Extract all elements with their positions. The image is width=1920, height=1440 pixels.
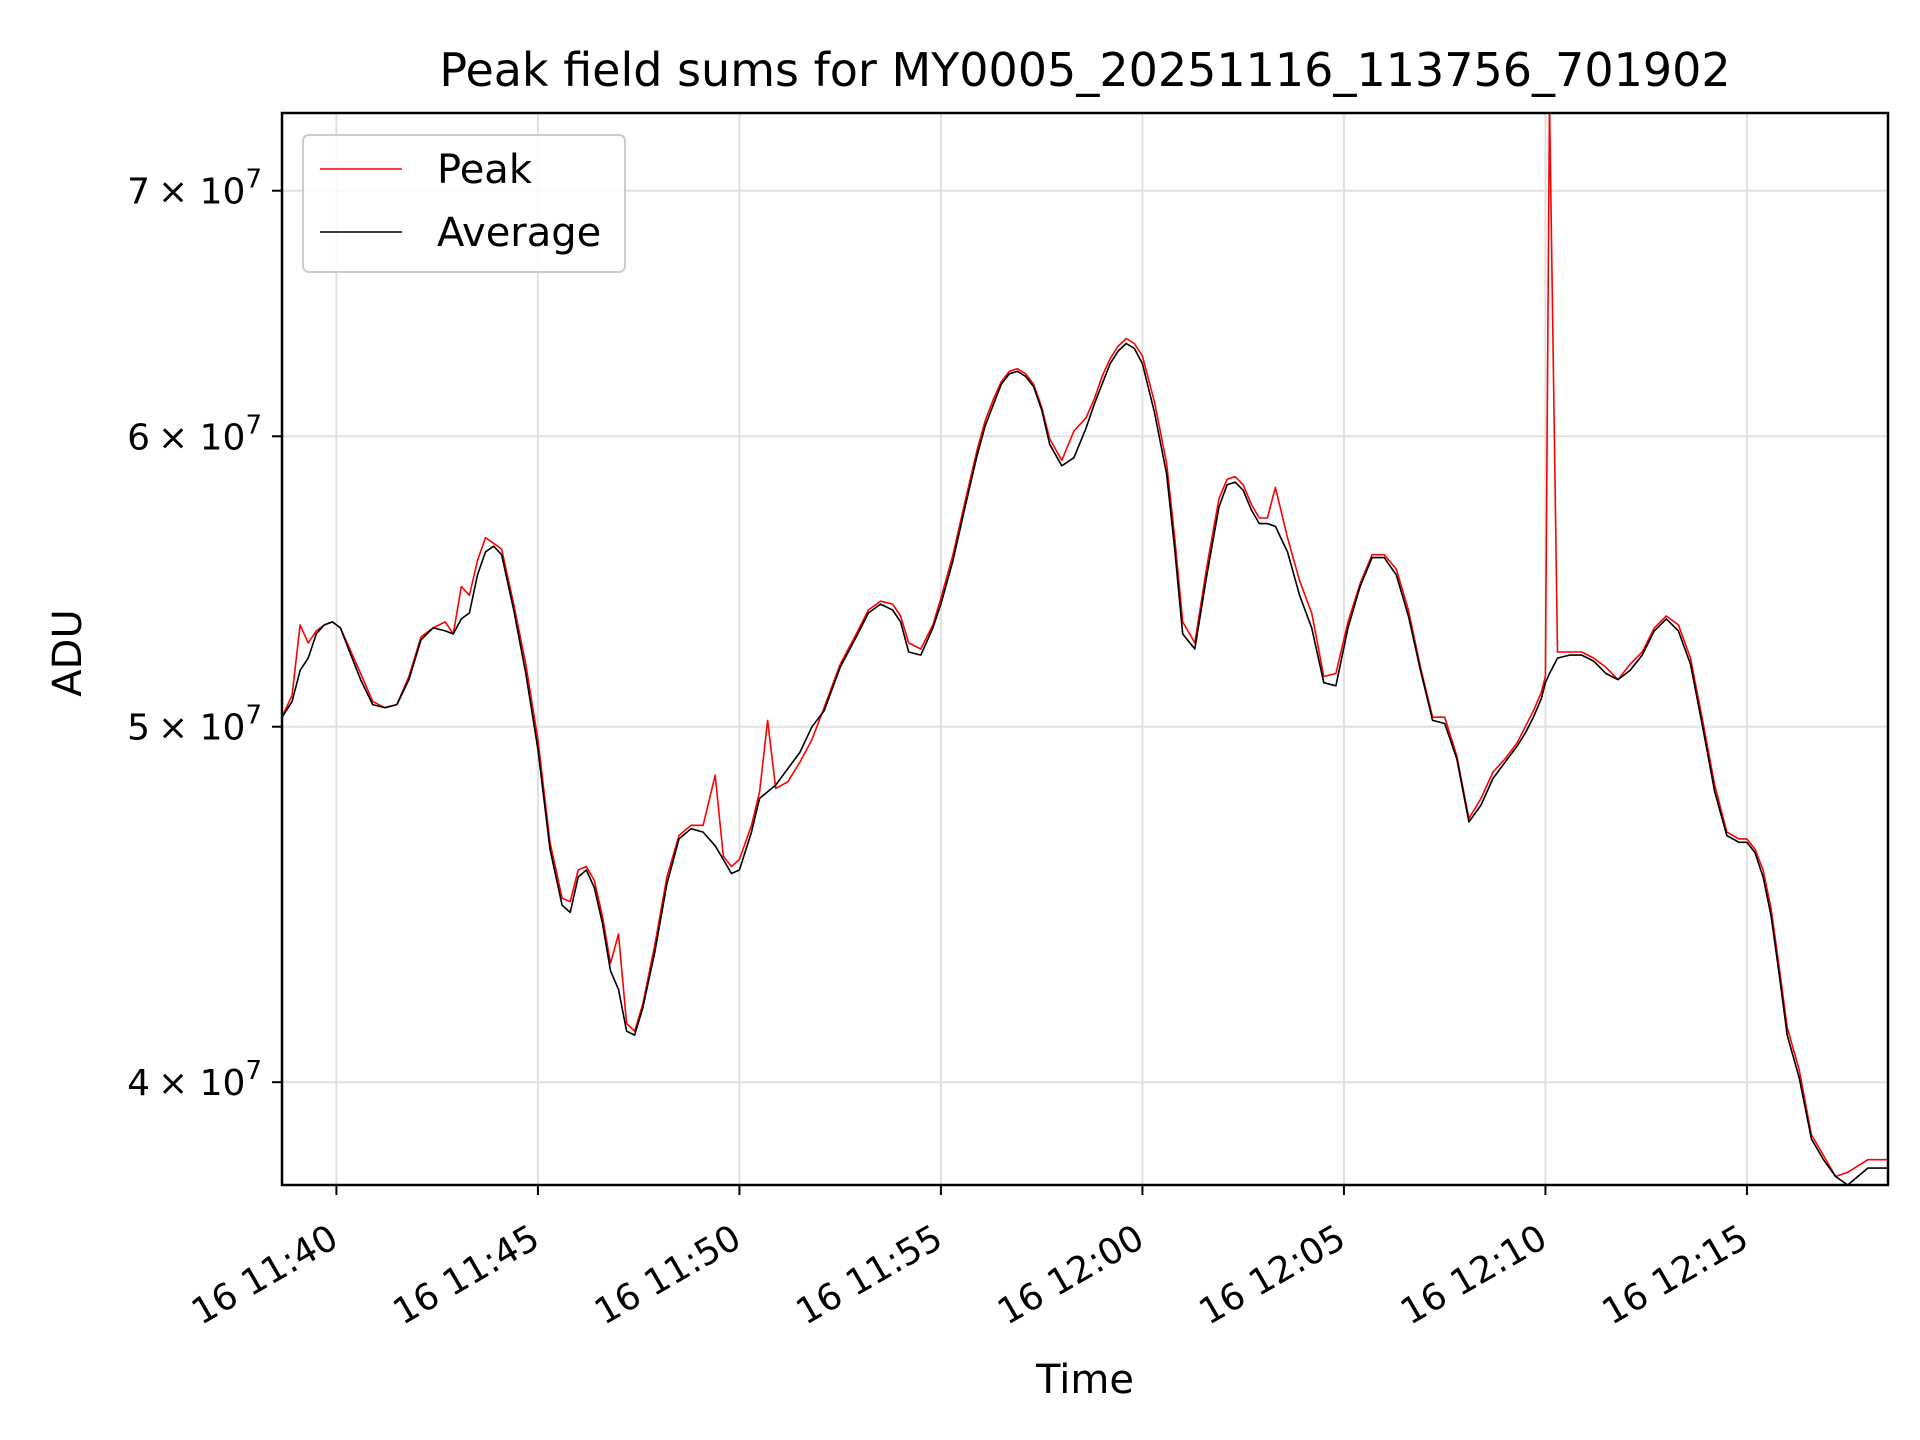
series-line-peak	[282, 113, 1888, 1178]
y-tick-base: × 10	[158, 1063, 245, 1104]
y-tick-label: 7 × 107	[127, 165, 262, 213]
y-tick-base: × 10	[158, 417, 245, 458]
y-tick-base: × 10	[158, 708, 245, 749]
y-tick-label: 6 × 107	[127, 410, 262, 458]
y-tick-base: × 10	[158, 172, 245, 213]
legend-average-label: Average	[437, 210, 601, 256]
series-layer	[282, 113, 1888, 1185]
x-axis-label: Time	[1035, 1357, 1134, 1403]
legend-peak-label: Peak	[437, 147, 533, 193]
series-line-average	[282, 342, 1888, 1185]
y-axis-label: ADU	[45, 609, 91, 696]
y-tick-exponent: 7	[245, 410, 262, 440]
y-tick-exponent: 7	[245, 1056, 262, 1086]
y-tick-label: 5 × 107	[127, 701, 262, 749]
y-tick-mantissa: 6	[127, 417, 150, 458]
y-tick-exponent: 7	[245, 701, 262, 731]
legend: Peak Average	[302, 134, 626, 273]
y-tick-mantissa: 5	[127, 708, 150, 749]
y-tick-label: 4 × 107	[127, 1056, 262, 1104]
chart-title: Peak field sums for MY0005_20251116_1137…	[439, 43, 1730, 97]
y-tick-exponent: 7	[245, 165, 262, 195]
y-tick-mantissa: 4	[127, 1063, 150, 1104]
y-tick-mantissa: 7	[127, 172, 150, 213]
plot-frame	[280, 111, 1890, 1187]
